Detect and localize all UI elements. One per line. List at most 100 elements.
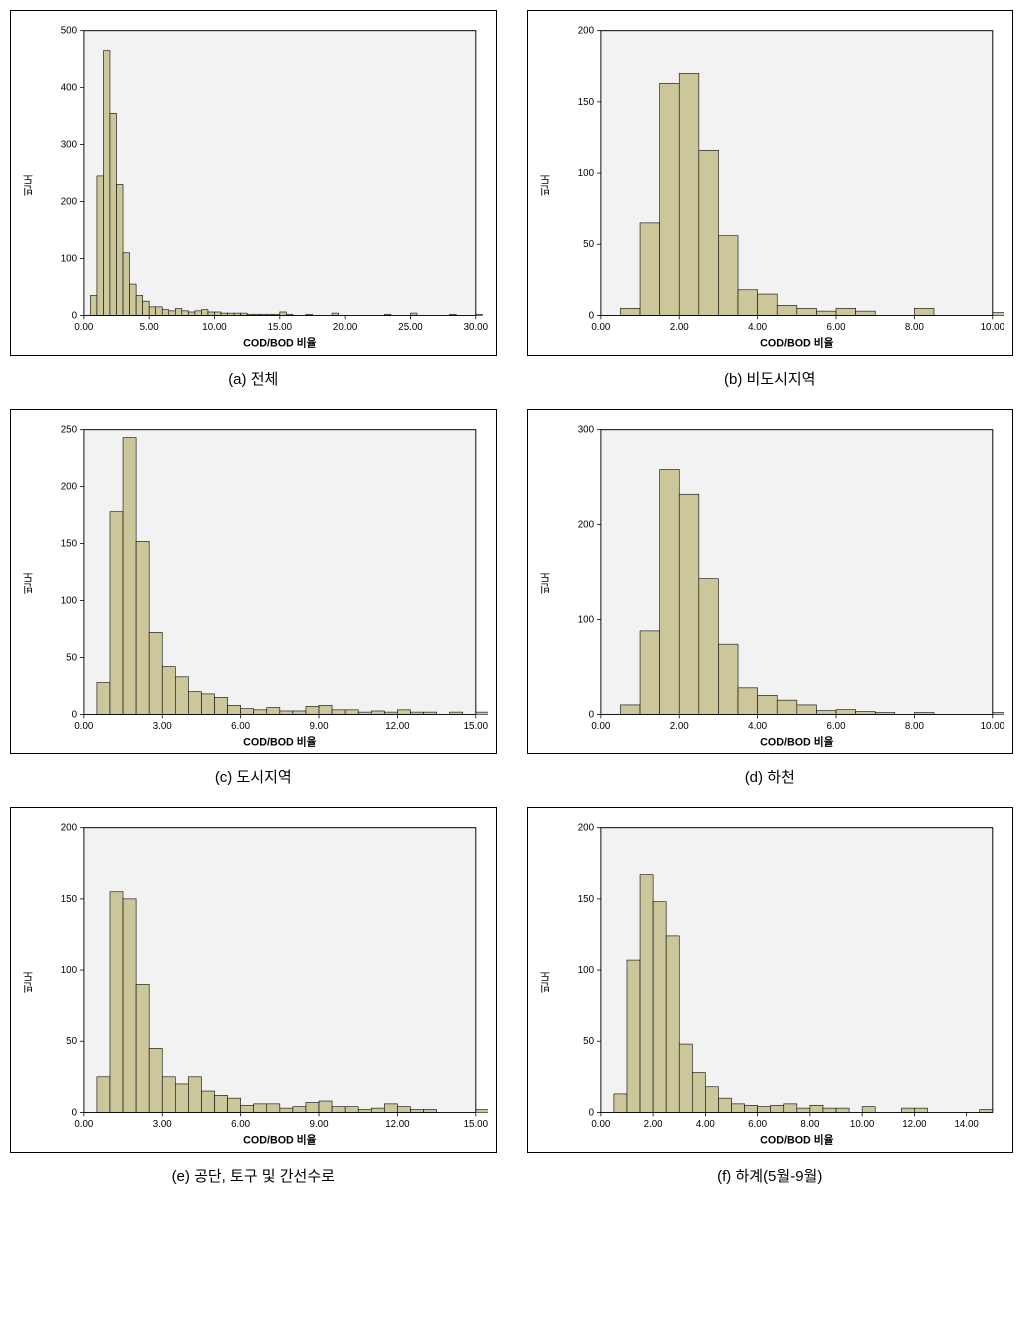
histogram-bar	[208, 312, 215, 315]
svg-text:8.00: 8.00	[800, 1119, 820, 1130]
panel-d: 빈도01002003000.002.004.006.008.0010.00COD…	[527, 409, 1014, 788]
svg-text:100: 100	[577, 614, 594, 625]
charts-grid: 빈도 01002003004005000.005.0010.0015.0020.0…	[10, 10, 1013, 1186]
histogram-bar	[901, 1108, 914, 1112]
histogram-bar	[319, 1101, 332, 1112]
svg-text:COD/BOD 비율: COD/BOD 비율	[243, 337, 316, 350]
histogram-bar	[241, 708, 254, 714]
histogram-bar	[254, 1104, 267, 1113]
svg-text:6.00: 6.00	[826, 721, 846, 732]
histogram-d: 01002003000.002.004.006.008.0010.00COD/B…	[556, 418, 1005, 750]
histogram-bar	[836, 709, 856, 714]
histogram-bar	[783, 1104, 796, 1113]
histogram-bar	[397, 709, 410, 714]
svg-text:2.00: 2.00	[669, 322, 689, 333]
histogram-bar	[136, 295, 143, 315]
svg-text:0.00: 0.00	[591, 721, 611, 732]
histogram-bar	[215, 1095, 228, 1112]
svg-text:10.00: 10.00	[202, 322, 227, 333]
histogram-bar	[855, 711, 875, 714]
histogram-bar	[692, 1073, 705, 1113]
svg-text:200: 200	[61, 196, 78, 207]
histogram-bar	[384, 1104, 397, 1113]
histogram-bar	[744, 1105, 757, 1112]
histogram-bar	[110, 892, 123, 1113]
histogram-bar	[796, 308, 816, 315]
histogram-bar	[143, 301, 150, 315]
histogram-a: 01002003004005000.005.0010.0015.0020.002…	[39, 19, 488, 351]
histogram-bar	[613, 1094, 626, 1113]
histogram-bar	[156, 307, 163, 316]
svg-text:100: 100	[577, 168, 594, 179]
histogram-bar	[97, 176, 104, 316]
chart-box-e: 빈도0501001502000.003.006.009.0012.0015.00…	[10, 807, 497, 1153]
histogram-bar	[757, 1107, 770, 1113]
histogram-bar	[293, 1107, 306, 1113]
histogram-bar	[397, 1107, 410, 1113]
histogram-bar	[476, 712, 488, 714]
chart-box-c: 빈도0501001502002500.003.006.009.0012.0015…	[10, 409, 497, 755]
svg-text:500: 500	[61, 26, 78, 37]
histogram-bar	[679, 73, 699, 315]
svg-text:0.00: 0.00	[74, 721, 94, 732]
svg-text:25.00: 25.00	[398, 322, 423, 333]
histogram-bar	[836, 308, 856, 315]
histogram-bar	[149, 1048, 162, 1112]
histogram-bar	[718, 644, 738, 714]
svg-text:0: 0	[72, 1107, 78, 1118]
svg-text:250: 250	[61, 424, 78, 435]
histogram-bar	[188, 1077, 201, 1113]
svg-text:100: 100	[61, 965, 78, 976]
svg-text:12.00: 12.00	[902, 1119, 927, 1130]
svg-text:6.00: 6.00	[826, 322, 846, 333]
histogram-bar	[90, 295, 97, 315]
histogram-bar	[666, 936, 679, 1113]
caption-d: (d) 하천	[745, 766, 795, 787]
histogram-bar	[777, 700, 797, 714]
panel-b: 빈도0501001502000.002.004.006.008.0010.00C…	[527, 10, 1014, 389]
histogram-bar	[718, 236, 738, 316]
chart-box-f: 빈도0501001502000.002.004.006.008.0010.001…	[527, 807, 1014, 1153]
svg-text:12.00: 12.00	[385, 1119, 410, 1130]
y-axis-label: 빈도	[19, 572, 39, 594]
histogram-bar	[110, 113, 117, 315]
histogram-bar	[757, 294, 777, 315]
svg-text:2.00: 2.00	[669, 721, 689, 732]
histogram-bar	[653, 902, 666, 1113]
histogram-bar	[195, 311, 202, 316]
histogram-bar	[97, 1077, 110, 1113]
svg-text:4.00: 4.00	[748, 721, 768, 732]
svg-text:8.00: 8.00	[904, 322, 924, 333]
histogram-bar	[476, 1110, 488, 1113]
svg-text:2.00: 2.00	[643, 1119, 663, 1130]
histogram-bar	[280, 1108, 293, 1112]
caption-a: (a) 전체	[228, 368, 278, 389]
svg-text:6.00: 6.00	[231, 1119, 251, 1130]
histogram-bar	[332, 709, 345, 714]
histogram-bar	[640, 223, 660, 316]
histogram-bar	[345, 1107, 358, 1113]
histogram-bar	[306, 1102, 319, 1112]
svg-text:0: 0	[588, 1107, 594, 1118]
svg-text:15.00: 15.00	[464, 721, 488, 732]
histogram-bar	[855, 311, 875, 315]
histogram-bar	[992, 712, 1004, 714]
histogram-bar	[626, 960, 639, 1112]
histogram-bar	[738, 687, 758, 714]
histogram-bar	[280, 312, 287, 315]
histogram-bar	[358, 1110, 371, 1113]
histogram-bar	[836, 1108, 849, 1112]
histogram-bar	[809, 1105, 822, 1112]
histogram-bar	[410, 1110, 423, 1113]
histogram-bar	[659, 83, 679, 315]
histogram-bar	[162, 1077, 175, 1113]
histogram-bar	[770, 1105, 783, 1112]
histogram-bar	[182, 311, 189, 316]
histogram-bar	[679, 494, 699, 714]
svg-text:COD/BOD 비율: COD/BOD 비율	[760, 735, 833, 748]
svg-text:COD/BOD 비율: COD/BOD 비율	[243, 1134, 316, 1147]
histogram-bar	[698, 578, 718, 714]
svg-text:COD/BOD 비율: COD/BOD 비율	[760, 1134, 833, 1147]
svg-text:50: 50	[66, 1036, 77, 1047]
histogram-bar	[201, 1091, 214, 1112]
